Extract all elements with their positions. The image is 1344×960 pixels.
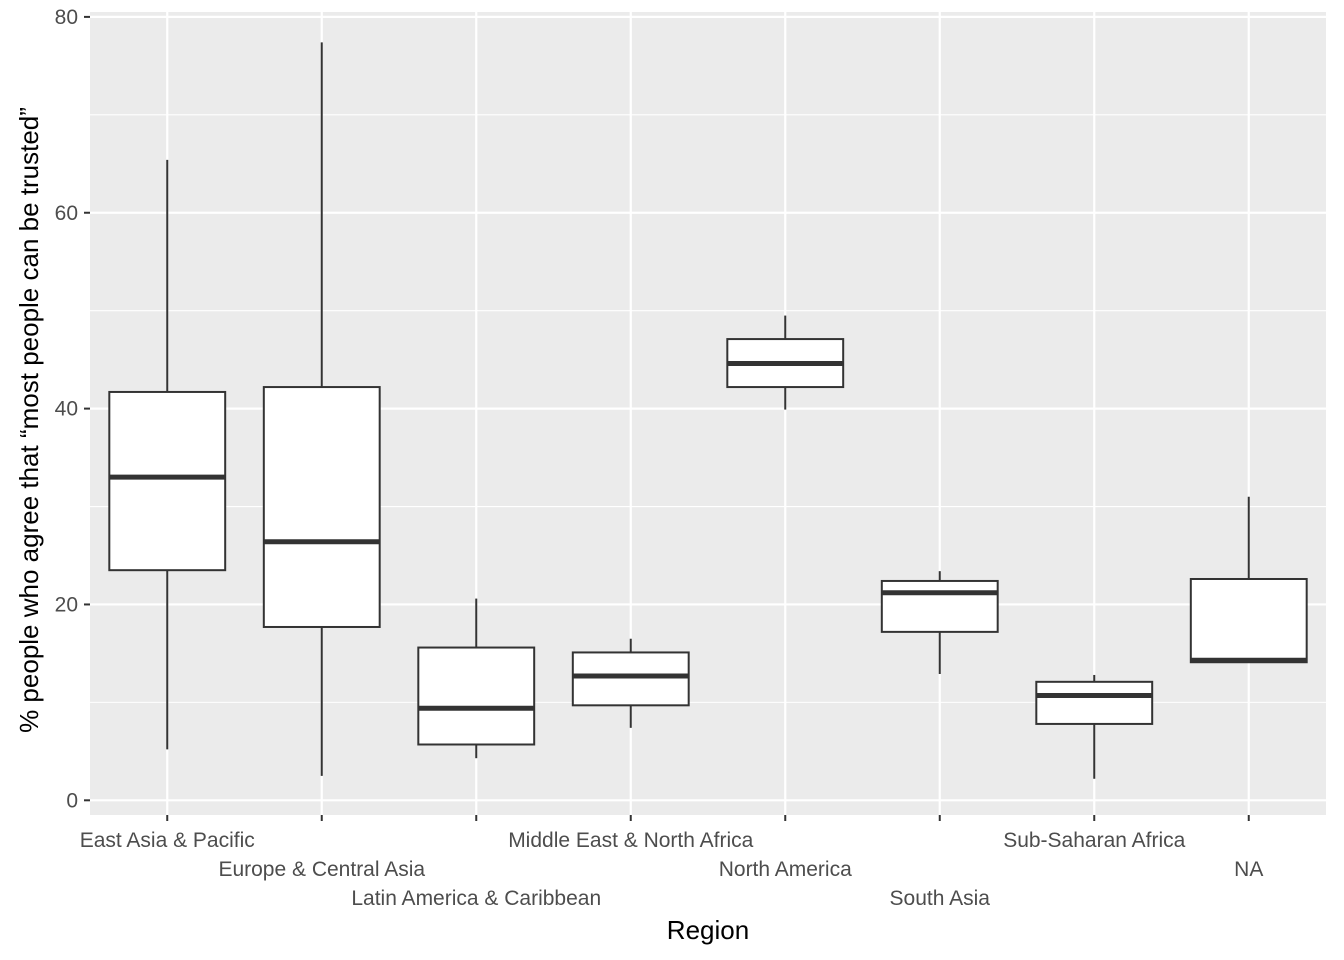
box-group [262, 42, 381, 776]
box-iqr [417, 646, 536, 746]
y-tick-label: 60 [55, 202, 78, 225]
box-group [417, 598, 536, 759]
x-tick-label: Sub-Saharan Africa [1003, 829, 1185, 852]
y-axis: 0 20 40 60 80 [55, 6, 90, 812]
box-group [108, 159, 227, 750]
x-tick-label: South Asia [890, 887, 991, 910]
box-group [880, 571, 999, 674]
x-tick-label: NA [1234, 858, 1263, 881]
x-tick-label: Europe & Central Asia [218, 858, 425, 881]
y-tick-label: 80 [55, 6, 78, 29]
box-group [1035, 674, 1154, 779]
box-iqr [108, 390, 227, 572]
y-tick-label: 20 [55, 593, 78, 616]
x-axis-title: Region [667, 915, 749, 945]
x-tick-label: Middle East & North Africa [508, 829, 753, 852]
box-iqr [1035, 680, 1154, 725]
box-group [571, 638, 690, 728]
x-tick-label: East Asia & Pacific [80, 829, 255, 852]
y-tick-label: 0 [66, 789, 78, 812]
x-axis: East Asia & Pacific Europe & Central Asia… [80, 815, 1263, 910]
box-group [726, 315, 845, 410]
x-tick-label: North America [719, 858, 852, 881]
box-group [1189, 496, 1308, 664]
boxes [108, 42, 1308, 779]
y-axis-title: % people who agree that “most people can… [14, 107, 44, 733]
box-iqr [1189, 577, 1308, 664]
box-iqr [262, 386, 381, 628]
y-tick-label: 40 [55, 398, 78, 421]
box-iqr [880, 579, 999, 633]
box-iqr [571, 651, 690, 707]
x-tick-label: Latin America & Caribbean [351, 887, 601, 910]
